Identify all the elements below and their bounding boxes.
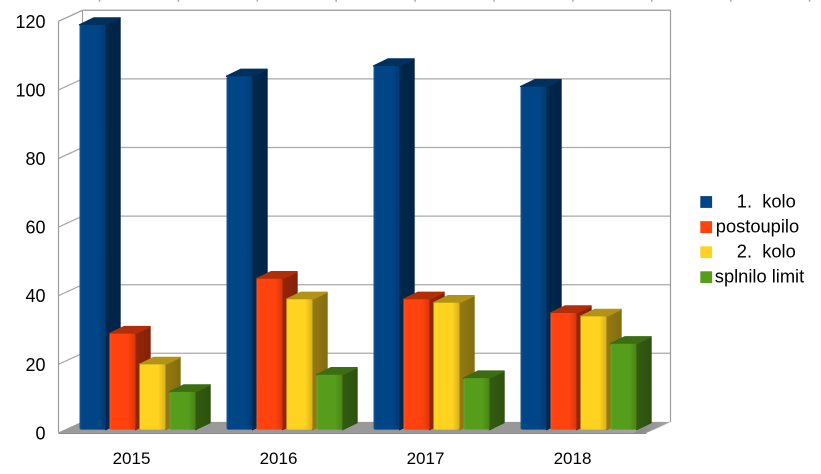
svg-text:80: 80 [25, 149, 45, 169]
svg-text:120: 120 [15, 12, 45, 32]
svg-text:0: 0 [35, 423, 45, 443]
svg-text:splnilo limit: splnilo limit [715, 266, 804, 287]
svg-text:40: 40 [25, 286, 45, 306]
svg-text:2017: 2017 [407, 449, 445, 468]
svg-text:60: 60 [25, 218, 45, 238]
svg-text:2. kolo: 2. kolo [737, 241, 796, 262]
svg-text:2018: 2018 [554, 449, 592, 468]
svg-text:100: 100 [15, 80, 45, 100]
svg-text:20: 20 [25, 355, 45, 375]
svg-text:postoupilo: postoupilo [716, 216, 799, 237]
svg-text:1. kolo: 1. kolo [737, 190, 796, 211]
svg-text:2015: 2015 [113, 449, 151, 468]
svg-text:2016: 2016 [260, 449, 298, 468]
